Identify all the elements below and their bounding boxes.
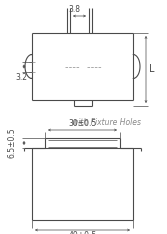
Text: with Fixture Holes: with Fixture Holes	[72, 118, 141, 127]
Text: L: L	[149, 65, 154, 74]
Text: 3.2: 3.2	[15, 73, 27, 83]
Text: 3.8: 3.8	[68, 6, 80, 15]
Text: 6.5±0.5: 6.5±0.5	[8, 128, 17, 158]
Text: 30±0.5: 30±0.5	[68, 120, 97, 128]
Text: 40±0.5: 40±0.5	[68, 231, 97, 234]
